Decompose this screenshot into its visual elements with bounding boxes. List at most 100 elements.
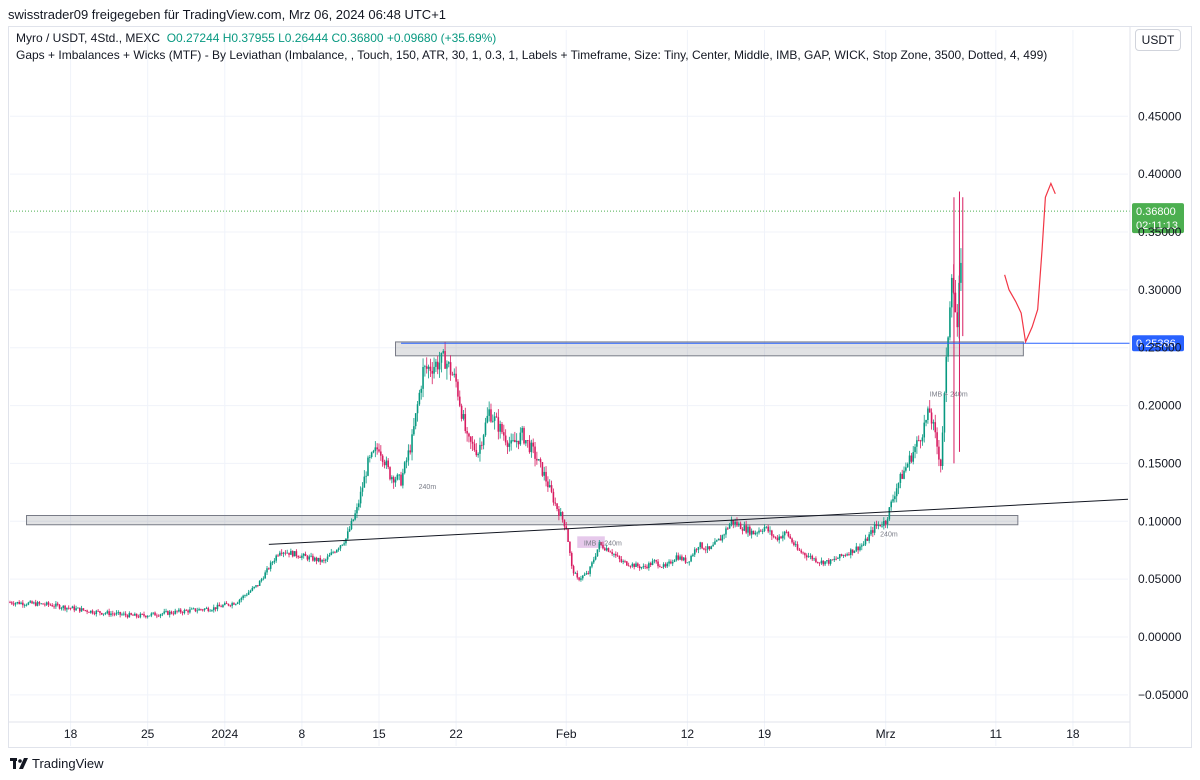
candle-body — [198, 609, 200, 611]
tradingview-brand[interactable]: TradingView — [32, 756, 104, 771]
y-tick-label: 0.20000 — [1138, 399, 1182, 413]
candle-body — [282, 552, 285, 554]
candle-body — [45, 602, 48, 605]
candle-body — [192, 608, 195, 610]
candle-body — [293, 551, 296, 557]
candle-body — [846, 554, 848, 556]
candle-body — [763, 527, 766, 531]
candle-body — [695, 549, 698, 551]
candle-body — [152, 612, 154, 614]
level-price-label: 0.25386 — [1136, 338, 1176, 350]
candle-body — [227, 603, 230, 606]
candle-body — [354, 513, 356, 520]
candle-body — [280, 552, 283, 554]
candle-body — [475, 449, 478, 456]
candle-body — [912, 452, 915, 462]
candle-body — [89, 610, 92, 613]
gap-zone — [395, 341, 1024, 357]
candle-body — [235, 603, 237, 605]
candle-body — [58, 604, 61, 609]
indicator-legend[interactable]: Gaps + Imbalances + Wicks (MTF) - By Lev… — [16, 48, 1048, 62]
candle-body — [337, 548, 340, 550]
candle-body — [257, 585, 259, 586]
candle-body — [403, 462, 406, 474]
candle-body — [297, 556, 300, 558]
candle-body — [484, 422, 487, 436]
candle-body — [385, 460, 388, 466]
candle-body — [60, 607, 63, 609]
candle-body — [418, 392, 421, 405]
candle-body — [596, 549, 599, 557]
candle-body — [776, 537, 779, 541]
candle-body — [945, 356, 948, 394]
candle-body — [827, 560, 830, 564]
candle-body — [805, 555, 808, 558]
candle-body — [154, 612, 156, 616]
candle-body — [34, 602, 37, 606]
candle-body — [71, 606, 74, 609]
candle-body — [409, 450, 412, 453]
candle-body — [260, 579, 263, 581]
candle-body — [721, 535, 724, 541]
candle-body — [49, 604, 52, 606]
candle-body — [449, 362, 452, 375]
candle-body — [928, 408, 931, 413]
candle-body — [462, 414, 465, 419]
candle-body — [262, 578, 265, 580]
candle-body — [190, 608, 193, 610]
candle-body — [774, 536, 777, 538]
candle-body — [220, 606, 222, 608]
candle-body — [526, 440, 529, 441]
candle-body — [917, 440, 920, 442]
candle-body — [339, 545, 342, 549]
candle-body — [510, 440, 512, 444]
x-tick-label: 22 — [449, 727, 463, 741]
candle-body — [537, 459, 540, 461]
candle-body — [148, 615, 151, 617]
candle-body — [222, 605, 224, 608]
y-tick-label: 0.30000 — [1138, 283, 1182, 297]
candle-body — [655, 560, 658, 562]
chart-legend-symbol[interactable]: Myro / USDT, 4Std., MEXC O0.27244 H0.379… — [16, 31, 496, 45]
symbol-label[interactable]: Myro / USDT, 4Std., MEXC — [16, 31, 161, 45]
candle-body — [200, 609, 202, 610]
candle-body — [815, 558, 817, 563]
candle-body — [271, 562, 274, 564]
candle-body — [822, 560, 825, 565]
candle-body — [651, 561, 654, 566]
candle-body — [543, 471, 546, 476]
candle-body — [431, 370, 434, 374]
candle-body — [163, 611, 166, 614]
candle-body — [480, 444, 483, 446]
candle-body — [479, 444, 481, 454]
candles — [9, 191, 964, 619]
candle-body — [587, 573, 590, 574]
candle-body — [809, 555, 812, 557]
candle-body — [279, 552, 281, 556]
candle-body — [536, 458, 538, 461]
candle-body — [901, 473, 903, 479]
candle-body — [29, 601, 31, 603]
currency-button[interactable]: USDT — [1135, 29, 1181, 51]
candle-body — [840, 554, 843, 556]
candle-body — [725, 528, 727, 535]
candle-body — [468, 433, 470, 437]
candle-body — [501, 423, 503, 433]
candle-body — [648, 563, 650, 569]
y-tick-label: −0.05000 — [1138, 688, 1189, 702]
candle-body — [635, 563, 637, 568]
candle-body — [873, 524, 876, 533]
candle-body — [25, 604, 28, 606]
candle-body — [482, 435, 485, 446]
candle-body — [811, 555, 814, 560]
candle-body — [464, 414, 467, 431]
candle-body — [110, 613, 112, 616]
candle-body — [517, 440, 520, 445]
current-price-tag — [1132, 203, 1184, 234]
y-tick-label: 0.00000 — [1138, 630, 1182, 644]
candle-body — [181, 612, 184, 614]
candle-body — [818, 562, 821, 564]
candle-body — [644, 566, 646, 568]
candle-body — [400, 474, 402, 486]
